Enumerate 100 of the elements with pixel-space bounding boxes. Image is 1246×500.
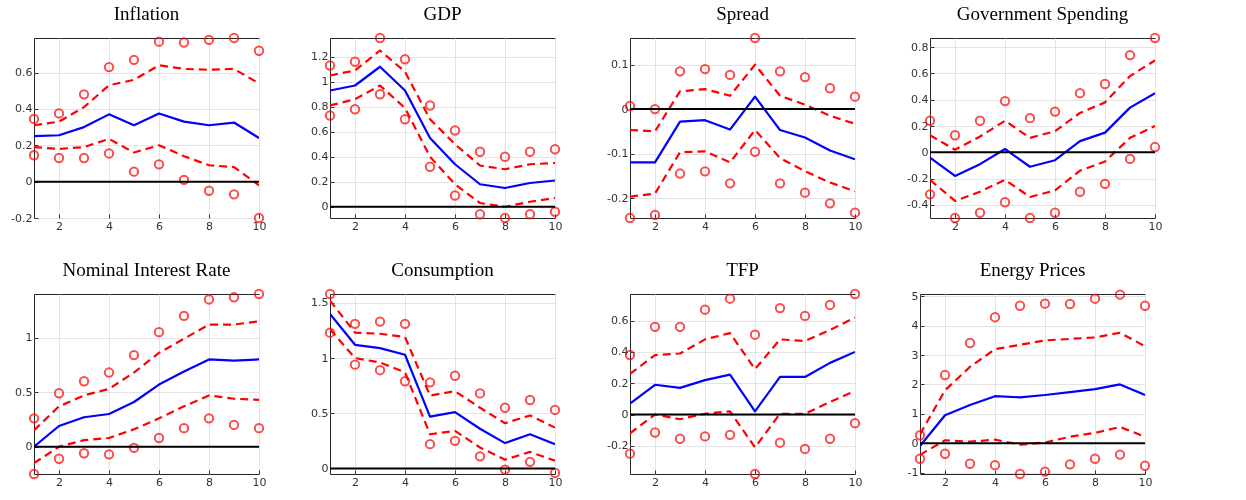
point	[964, 337, 976, 349]
point	[1049, 106, 1061, 117]
x-tick-label: 2	[352, 475, 359, 489]
point	[128, 54, 140, 65]
point	[774, 437, 786, 448]
point	[649, 427, 661, 438]
x-tick-label: 2	[352, 219, 359, 233]
point	[799, 187, 811, 198]
point	[78, 152, 90, 164]
point	[1024, 212, 1036, 224]
y-tick-label: 0	[621, 408, 629, 422]
point	[999, 95, 1011, 107]
x-tick-label: 2	[942, 475, 949, 489]
y-tick-label: 5	[911, 289, 919, 303]
point	[28, 413, 40, 424]
point	[374, 316, 386, 327]
x-tick-label: 4	[402, 475, 409, 489]
point	[178, 310, 190, 321]
point	[774, 66, 786, 77]
point	[203, 34, 215, 45]
point	[1149, 141, 1161, 153]
point	[524, 146, 536, 157]
y-tick-label: 0.4	[311, 150, 329, 164]
point	[1124, 49, 1136, 61]
x-tick-label: 8	[206, 219, 213, 233]
point	[674, 168, 686, 179]
x-tick-label: 10	[848, 219, 863, 233]
point	[53, 108, 65, 119]
point	[474, 146, 486, 157]
point	[349, 104, 361, 115]
y-tick-label: 1	[321, 351, 329, 365]
y-tick-label: -0.2	[11, 211, 33, 225]
y-tick-label: 1	[911, 407, 919, 421]
point	[974, 207, 986, 218]
y-tick-label: -0.2	[907, 172, 929, 186]
point	[474, 388, 486, 399]
point	[399, 114, 411, 125]
point	[549, 404, 561, 416]
point	[849, 417, 861, 429]
x-tick-label: 4	[702, 475, 709, 489]
y-tick-label: 0	[621, 102, 629, 116]
y-tick-label: -1	[907, 466, 919, 480]
point	[914, 430, 926, 441]
chart-title: Spread	[716, 2, 770, 24]
point	[153, 327, 165, 338]
point	[674, 433, 686, 444]
y-tick-label: 0.2	[611, 376, 629, 390]
point	[324, 110, 336, 121]
point	[499, 402, 511, 413]
y-tick-label: -0.1	[607, 147, 629, 161]
point	[1099, 78, 1111, 90]
point	[774, 302, 786, 314]
point	[128, 349, 140, 361]
chart-title: Inflation	[113, 2, 180, 24]
point	[524, 456, 536, 468]
point	[939, 369, 951, 381]
x-tick-label: 8	[502, 475, 509, 489]
point	[349, 359, 361, 370]
point	[1049, 207, 1061, 218]
x-tick-label: 4	[106, 219, 113, 233]
line-series	[330, 49, 555, 171]
point	[424, 439, 436, 450]
point	[1139, 300, 1151, 311]
point	[624, 448, 636, 459]
x-tick-label: 10	[848, 475, 863, 489]
x-tick-label: 4	[1002, 219, 1009, 233]
point	[128, 166, 140, 177]
x-tick-label: 2	[56, 219, 63, 233]
x-tick-label: 4	[702, 219, 709, 233]
point	[699, 63, 711, 75]
y-tick-label: 0.6	[911, 66, 929, 80]
point	[103, 367, 115, 378]
point	[1064, 459, 1076, 470]
point	[824, 433, 836, 444]
point	[53, 152, 65, 164]
point	[1099, 178, 1111, 190]
x-tick-label: 2	[56, 475, 63, 489]
point	[228, 189, 240, 200]
x-tick-label: 6	[156, 219, 163, 233]
point	[699, 431, 711, 442]
point	[349, 56, 361, 67]
line-series	[930, 124, 1155, 203]
y-tick-label: 0	[321, 200, 329, 214]
point	[103, 148, 115, 159]
x-tick-label: 4	[106, 475, 113, 489]
line-series	[330, 84, 555, 208]
point	[78, 89, 90, 100]
x-tick-label: 8	[502, 219, 509, 233]
chart-title: Consumption	[391, 258, 495, 280]
y-tick-label: 0	[321, 461, 329, 475]
point	[178, 37, 190, 48]
point	[1039, 466, 1051, 477]
point	[499, 151, 511, 162]
point	[849, 91, 861, 102]
point	[153, 36, 165, 47]
x-tick-label: 4	[992, 475, 999, 489]
x-tick-label: 8	[206, 475, 213, 489]
point	[549, 206, 561, 217]
point	[749, 146, 761, 157]
point	[499, 464, 511, 475]
